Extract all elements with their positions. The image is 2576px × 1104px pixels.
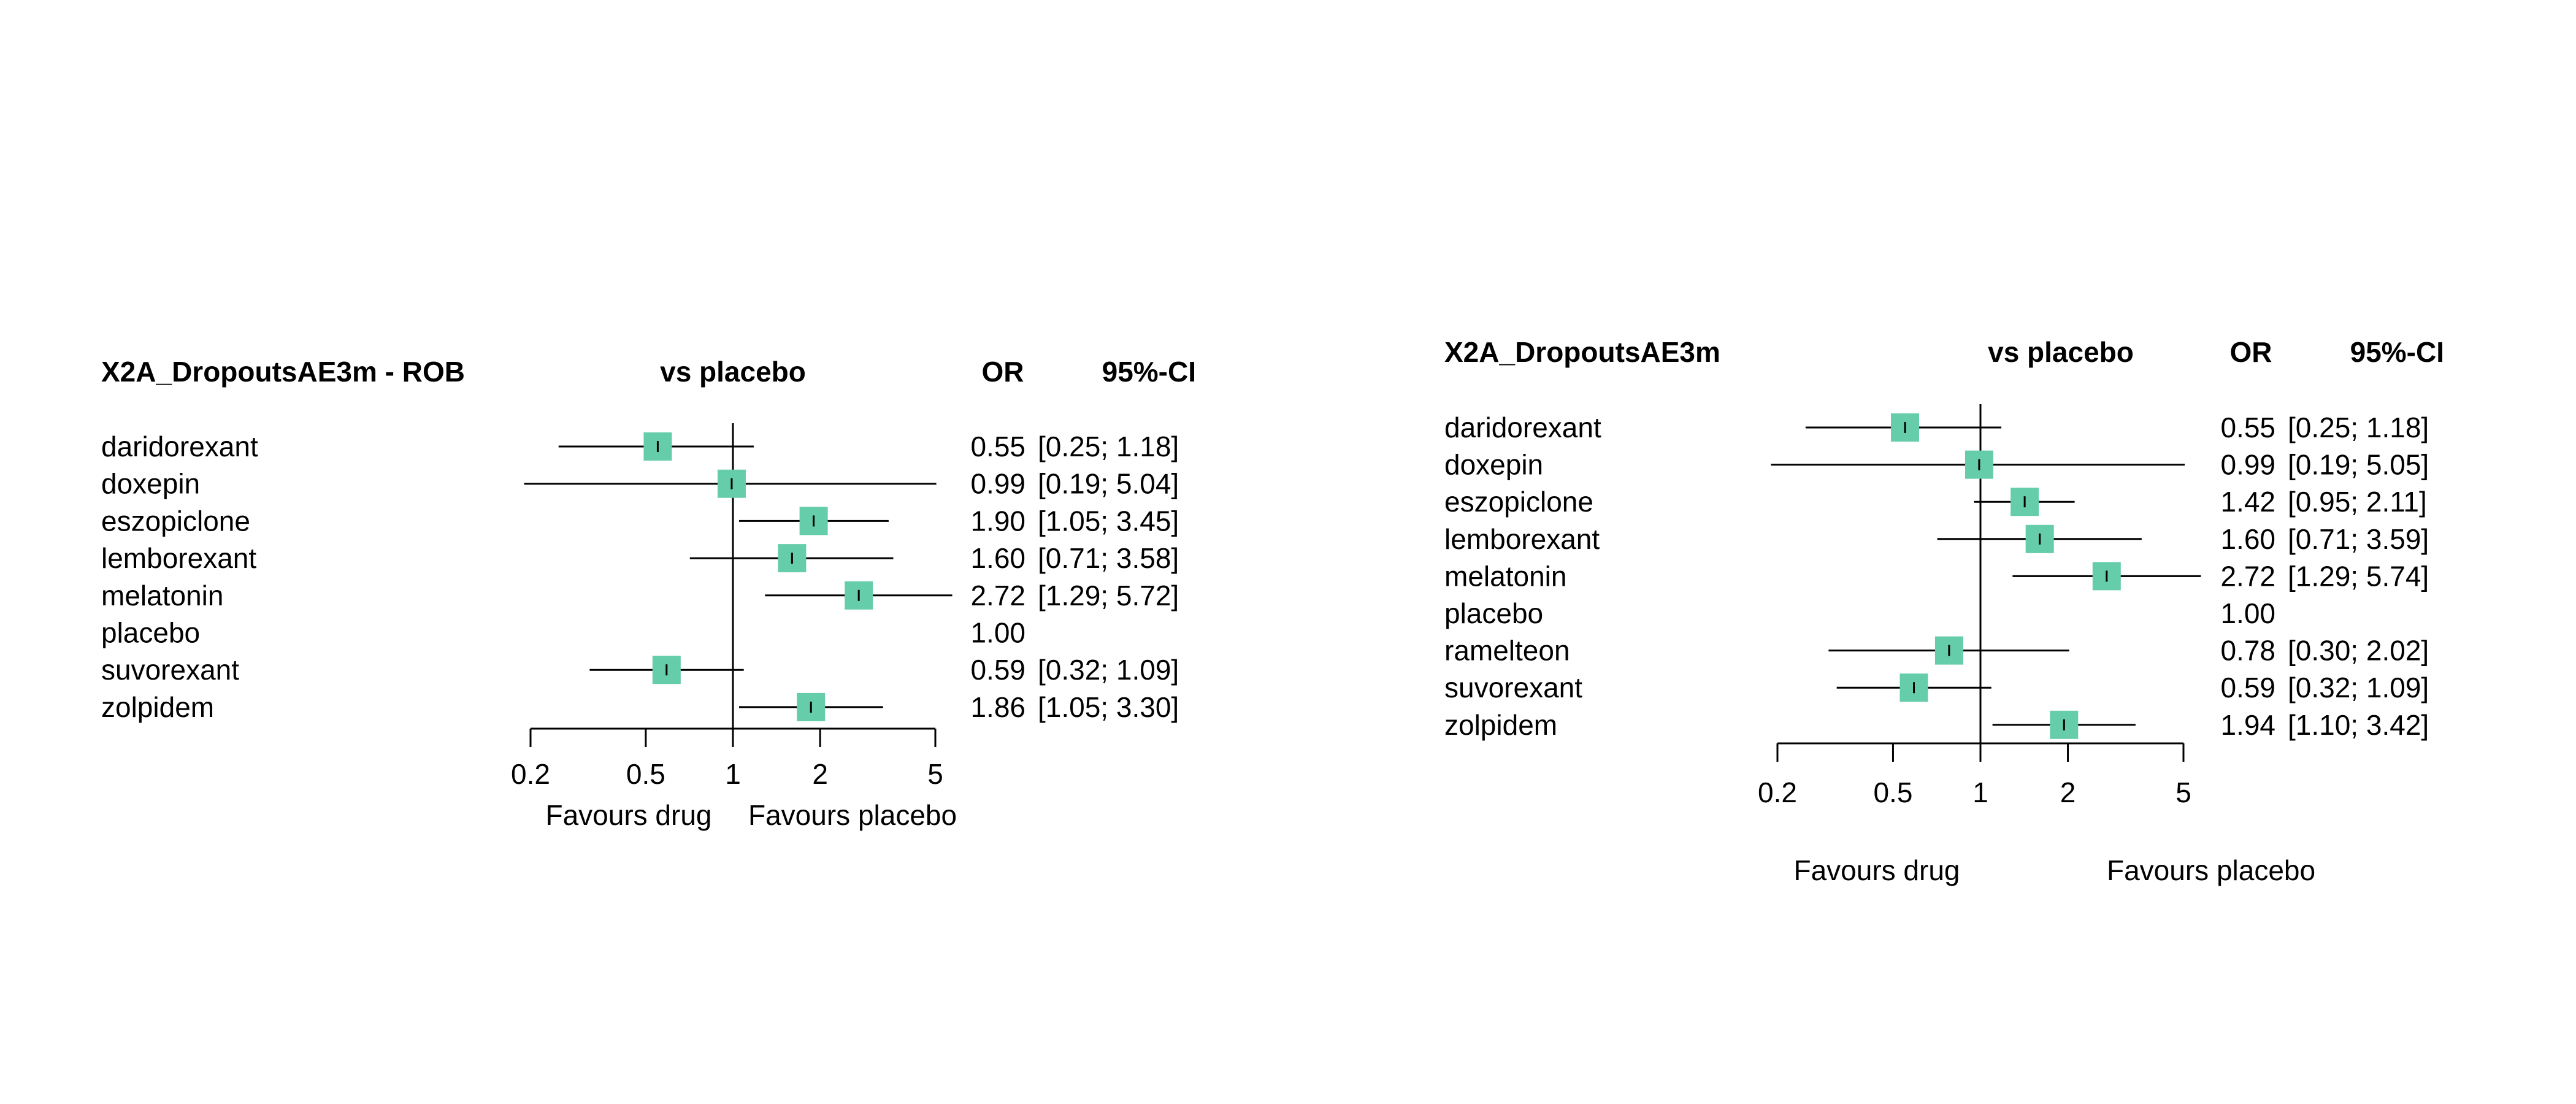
treatment-label: placebo xyxy=(101,617,200,649)
plot-title: X2A_DropoutsAE3m xyxy=(1444,336,1720,368)
or-value: 0.99 xyxy=(970,468,1025,500)
forest-plot-main: X2A_DropoutsAE3m vs placebo OR 95%-CI darido… xyxy=(1444,336,2444,886)
x-tick-label: 0.5 xyxy=(1873,776,1912,808)
favours-drug-label: Favours drug xyxy=(545,799,711,831)
treatment-label: zolpidem xyxy=(101,691,214,723)
header-comparison: vs placebo xyxy=(660,356,806,388)
or-value: 1.42 xyxy=(2220,486,2275,518)
treatment-label: lemborexant xyxy=(101,542,256,574)
ci-value: [0.25; 1.18] xyxy=(2288,412,2429,443)
header-ci: 95%-CI xyxy=(1102,356,1196,388)
treatment-label: ramelteon xyxy=(1444,635,1570,667)
or-value: 1.60 xyxy=(2220,523,2275,555)
ci-value: [0.19; 5.04] xyxy=(1038,468,1179,500)
or-value: 0.78 xyxy=(2220,635,2275,667)
plot-title: X2A_DropoutsAE3m - ROB xyxy=(101,356,465,388)
ci-value: [1.05; 3.45] xyxy=(1038,505,1179,537)
or-value: 0.99 xyxy=(2220,449,2275,481)
treatment-label: doxepin xyxy=(1444,449,1543,481)
x-tick-label: 1 xyxy=(1972,776,1988,808)
x-tick-label: 2 xyxy=(2060,776,2076,808)
favours-placebo-label: Favours placebo xyxy=(2107,854,2315,886)
ci-value: [1.10; 3.42] xyxy=(2288,709,2429,741)
ci-value: [1.05; 3.30] xyxy=(1038,691,1179,723)
header-measure: OR xyxy=(982,356,1024,388)
treatment-label: eszopiclone xyxy=(101,505,250,537)
ci-value: [1.29; 5.74] xyxy=(2288,560,2429,592)
ci-value: [0.32; 1.09] xyxy=(1038,654,1179,686)
favours-placebo-label: Favours placebo xyxy=(748,799,957,831)
or-value: 0.59 xyxy=(2220,672,2275,703)
ci-value: [0.30; 2.02] xyxy=(2288,635,2429,667)
or-value: 1.94 xyxy=(2220,709,2275,741)
header-ci: 95%-CI xyxy=(2350,336,2444,368)
ci-value: [0.71; 3.59] xyxy=(2288,523,2429,555)
ci-value: [0.95; 2.11] xyxy=(2288,486,2427,518)
treatment-label: placebo xyxy=(1444,597,1543,629)
ci-value: [0.71; 3.58] xyxy=(1038,542,1179,574)
treatment-label: daridorexant xyxy=(101,431,258,462)
x-tick-label: 5 xyxy=(927,758,943,790)
or-value: 1.86 xyxy=(970,691,1025,723)
or-value: 2.72 xyxy=(2220,560,2275,592)
or-value: 0.55 xyxy=(970,431,1025,462)
treatment-label: melatonin xyxy=(1444,560,1566,592)
treatment-label: zolpidem xyxy=(1444,709,1557,741)
ci-value: [0.25; 1.18] xyxy=(1038,431,1179,462)
or-value: 0.59 xyxy=(970,654,1025,686)
favours-drug-label: Favours drug xyxy=(1793,854,1960,886)
x-tick-label: 0.5 xyxy=(626,758,665,790)
or-value: 0.55 xyxy=(2220,412,2275,443)
or-value: 1.00 xyxy=(970,617,1025,649)
x-tick-label: 5 xyxy=(2175,776,2191,808)
x-tick-label: 1 xyxy=(725,758,741,790)
header-comparison: vs placebo xyxy=(1988,336,2134,368)
header-measure: OR xyxy=(2230,336,2272,368)
treatment-label: eszopiclone xyxy=(1444,486,1593,518)
or-value: 1.60 xyxy=(970,542,1025,574)
or-value: 2.72 xyxy=(970,580,1025,611)
x-tick-label: 0.2 xyxy=(1758,776,1797,808)
ci-value: [0.32; 1.09] xyxy=(2288,672,2429,703)
or-value: 1.90 xyxy=(970,505,1025,537)
treatment-label: suvorexant xyxy=(1444,672,1582,703)
forest-plot-rob: X2A_DropoutsAE3m - ROB vs placebo OR 95%-CI… xyxy=(101,356,1196,831)
or-value: 1.00 xyxy=(2220,597,2275,629)
x-tick-label: 0.2 xyxy=(511,758,550,790)
treatment-label: doxepin xyxy=(101,468,200,500)
ci-value: [1.29; 5.72] xyxy=(1038,580,1179,611)
ci-value: [0.19; 5.05] xyxy=(2288,449,2429,481)
x-tick-label: 2 xyxy=(812,758,828,790)
treatment-label: suvorexant xyxy=(101,654,239,686)
treatment-label: lemborexant xyxy=(1444,523,1600,555)
treatment-label: daridorexant xyxy=(1444,412,1601,443)
treatment-label: melatonin xyxy=(101,580,223,611)
